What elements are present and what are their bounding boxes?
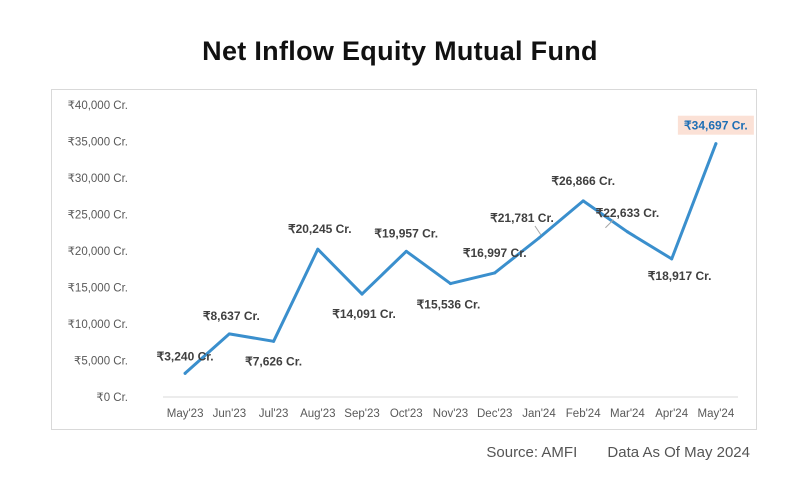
y-tick-label: ₹10,000 Cr. [68, 319, 128, 331]
data-label: ₹19,957 Cr. [374, 226, 438, 240]
data-point [360, 292, 364, 296]
data-label: ₹16,997 Cr. [463, 246, 527, 260]
data-point [183, 371, 187, 375]
data-point [227, 332, 231, 336]
y-tick-label: ₹30,000 Cr. [68, 173, 128, 185]
source-note: Source: AMFI [486, 444, 578, 461]
data-label: ₹26,866 Cr. [551, 174, 615, 188]
x-tick-label: Jan'24 [522, 408, 556, 420]
data-point [670, 257, 674, 261]
data-date-note: Data As Of May 2024 [607, 444, 750, 461]
data-point [316, 247, 320, 251]
x-tick-label: Oct'23 [390, 408, 423, 420]
x-tick-label: May'24 [698, 408, 735, 420]
y-tick-label: ₹20,000 Cr. [68, 246, 128, 258]
series-line [183, 142, 718, 375]
x-tick-label: May'23 [167, 408, 204, 420]
data-label: ₹21,781 Cr. [490, 211, 554, 225]
x-tick-label: Dec'23 [477, 408, 512, 420]
data-point [537, 236, 541, 240]
data-point [714, 142, 718, 146]
line-chart: ₹0 Cr. ₹5,000 Cr. ₹10,000 Cr. ₹15,000 Cr. ₹2… [68, 100, 754, 420]
data-label: ₹14,091 Cr. [332, 307, 396, 321]
x-tick-label: Feb'24 [566, 408, 601, 420]
label-leader-line [605, 219, 614, 229]
data-point [581, 199, 585, 203]
x-tick-label: Apr'24 [655, 408, 688, 420]
data-point [404, 249, 408, 253]
y-tick-label: ₹25,000 Cr. [68, 210, 128, 222]
data-label: ₹7,626 Cr. [245, 354, 302, 368]
data-label: ₹34,697 Cr. [684, 119, 748, 133]
highlight-label-bg [677, 115, 754, 135]
x-tick-label: Nov'23 [433, 408, 468, 420]
chart-title: Net Inflow Equity Mutual Fund [202, 36, 598, 66]
x-tick-label: Jul'23 [259, 408, 289, 420]
data-label: ₹3,240 Cr. [157, 349, 214, 363]
data-label: ₹18,917 Cr. [648, 269, 712, 283]
data-label: ₹15,536 Cr. [417, 298, 481, 312]
data-point [493, 271, 497, 275]
y-tick-label: ₹15,000 Cr. [68, 283, 128, 295]
data-label: ₹22,633 Cr. [596, 206, 660, 220]
data-point [272, 339, 276, 343]
y-tick-label: ₹35,000 Cr. [68, 137, 128, 149]
data-point [625, 230, 629, 234]
data-point [449, 282, 452, 286]
x-tick-label: Mar'24 [610, 408, 645, 420]
x-tick-label: Jun'23 [213, 408, 247, 420]
chart-footer: Source: AMFI Data As Of May 2024 [460, 444, 750, 461]
x-tick-label: Aug'23 [300, 408, 335, 420]
x-tick-label: Sep'23 [344, 408, 379, 420]
y-tick-label: ₹40,000 Cr. [68, 100, 128, 112]
y-tick-label: ₹5,000 Cr. [74, 356, 128, 368]
data-label: ₹20,245 Cr. [288, 222, 352, 236]
data-label: ₹8,637 Cr. [203, 309, 260, 323]
chart-area: ₹0 Cr. ₹5,000 Cr. ₹10,000 Cr. ₹15,000 Cr. ₹2… [51, 89, 757, 430]
y-tick-label: ₹0 Cr. [96, 392, 128, 404]
label-leader-line [534, 225, 542, 236]
